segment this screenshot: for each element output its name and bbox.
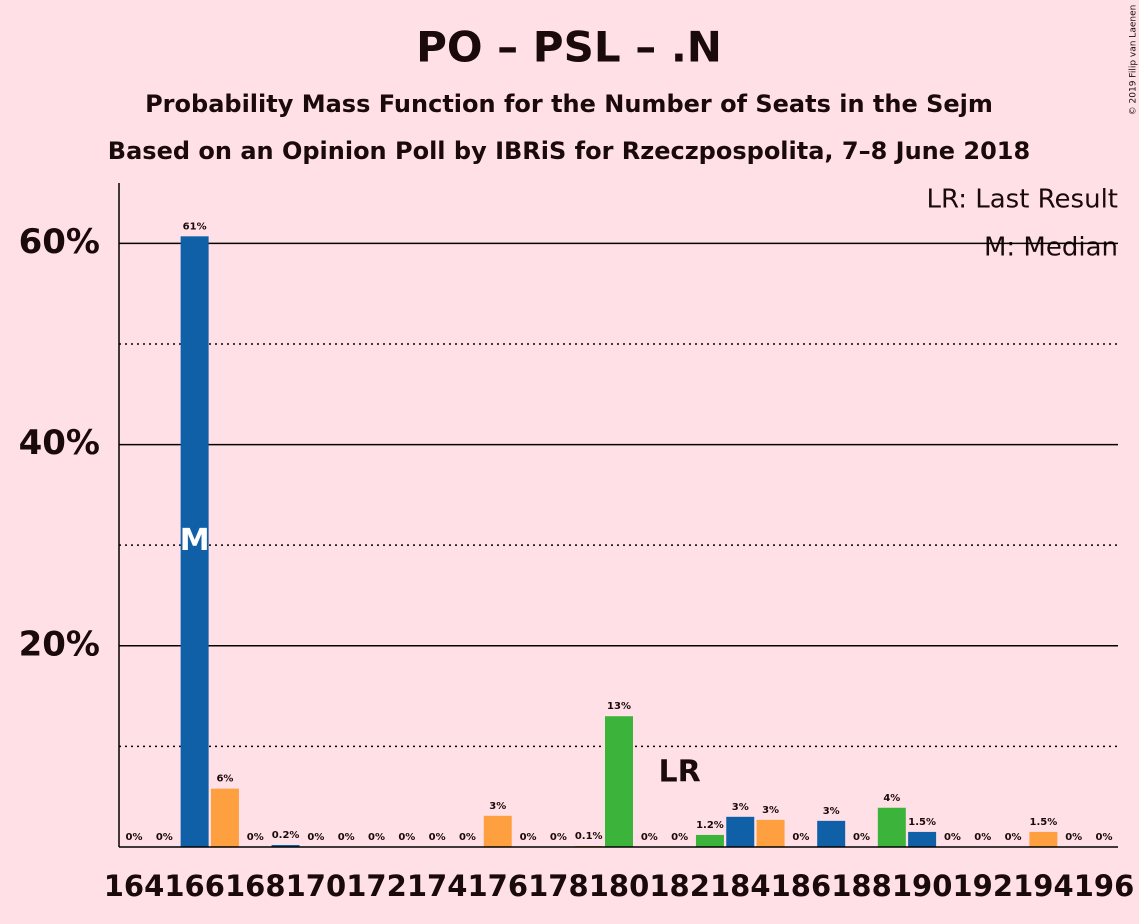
value-label: 3% [762, 805, 779, 816]
y-tick-label: 20% [19, 624, 100, 664]
value-label: 0.2% [272, 830, 300, 841]
bar [877, 807, 906, 847]
y-tick-label: 60% [19, 222, 100, 262]
chart-subtitle: Probability Mass Function for the Number… [145, 90, 993, 118]
value-label: 0% [550, 832, 567, 843]
x-tick-label: 192 [952, 869, 1013, 903]
bar [695, 834, 724, 847]
value-label: 0% [459, 832, 476, 843]
bar [271, 844, 300, 847]
legend-entry: M: Median [984, 233, 1118, 263]
x-tick-label: 190 [892, 869, 953, 903]
x-tick-label: 196 [1074, 869, 1135, 903]
x-tick-label: 178 [528, 869, 589, 903]
value-label: 6% [216, 774, 233, 785]
x-tick-label: 182 [649, 869, 710, 903]
x-tick-label: 188 [831, 869, 892, 903]
value-label: 61% [183, 221, 207, 232]
x-tick-label: 174 [407, 869, 468, 903]
value-label: 3% [489, 801, 506, 812]
x-tick-label: 186 [771, 869, 832, 903]
bar [210, 788, 239, 847]
value-label: 0% [307, 832, 324, 843]
value-label: 0% [429, 832, 446, 843]
x-tick-label: 164 [104, 869, 165, 903]
x-tick-label: 170 [286, 869, 347, 903]
value-label: 0% [641, 832, 658, 843]
value-label: 0% [1065, 832, 1082, 843]
x-tick-label: 172 [346, 869, 407, 903]
value-label: 3% [732, 802, 749, 813]
value-label: 1.5% [908, 817, 936, 828]
value-label: 0.1% [575, 831, 603, 842]
bar [605, 716, 633, 847]
bar [1029, 831, 1058, 847]
value-label: 13% [607, 701, 631, 712]
value-label: 0% [792, 832, 809, 843]
value-label: 0% [247, 832, 264, 843]
bar [908, 831, 937, 847]
value-label: 0% [1096, 832, 1113, 843]
bar [756, 819, 785, 847]
legend-entry: LR: Last Result [926, 185, 1118, 215]
value-label: 1.2% [696, 820, 724, 831]
value-label: 0% [398, 832, 415, 843]
value-label: 0% [974, 832, 991, 843]
bar [483, 815, 512, 847]
bar [726, 816, 755, 847]
bar [817, 820, 846, 847]
bar [180, 236, 209, 847]
x-tick-label: 194 [1013, 869, 1074, 903]
value-label: 1.5% [1030, 817, 1058, 828]
value-label: 0% [338, 832, 355, 843]
x-tick-label: 180 [589, 869, 650, 903]
value-label: 4% [883, 793, 900, 804]
x-tick-label: 168 [225, 869, 286, 903]
last-result-marker: LR [659, 755, 701, 790]
value-label: 0% [126, 832, 143, 843]
value-label: 3% [823, 806, 840, 817]
value-label: 0% [671, 832, 688, 843]
value-label: 0% [156, 832, 173, 843]
value-label: 0% [944, 832, 961, 843]
chart-subtitle: Based on an Opinion Poll by IBRiS for Rz… [108, 137, 1030, 165]
y-tick-label: 40% [19, 423, 100, 463]
copyright: © 2019 Filip van Laenen [1129, 5, 1139, 116]
chart-title: PO – PSL – .N [416, 23, 722, 72]
x-tick-label: 176 [467, 869, 528, 903]
value-label: 0% [1005, 832, 1022, 843]
value-label: 0% [853, 832, 870, 843]
x-tick-label: 184 [710, 869, 771, 903]
value-label: 0% [520, 832, 537, 843]
value-label: 0% [368, 832, 385, 843]
median-marker: M [180, 523, 210, 558]
x-tick-label: 166 [164, 869, 225, 903]
